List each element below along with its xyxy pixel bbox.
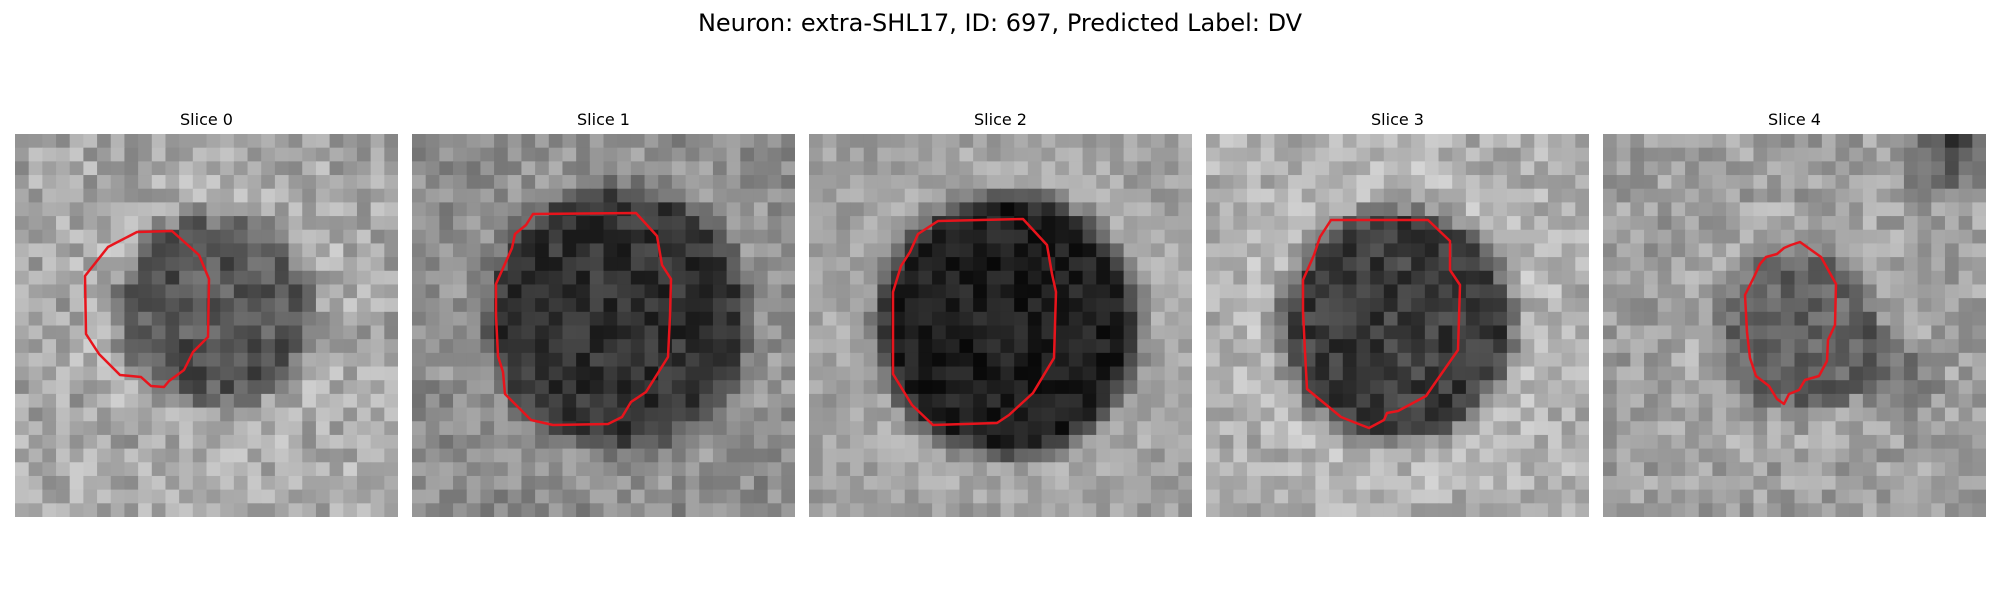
segmentation-contour-1: [494, 211, 673, 427]
slice-panel-4: Slice 4: [1603, 110, 1986, 517]
slice-title-0: Slice 0: [180, 110, 233, 129]
slice-pixels-4: [1603, 134, 1986, 517]
slice-image-2: [809, 134, 1192, 517]
slice-pixels-0: [15, 134, 398, 517]
segmentation-contour-3: [1301, 218, 1462, 430]
slice-image-1: [412, 134, 795, 517]
segmentation-contour-0: [83, 229, 211, 389]
slice-title-2: Slice 2: [974, 110, 1027, 129]
slice-image-3: [1206, 134, 1589, 517]
slice-title-1: Slice 1: [577, 110, 630, 129]
slice-panel-0: Slice 0: [15, 110, 398, 517]
slice-pixels-3: [1206, 134, 1589, 517]
slice-panel-1: Slice 1: [412, 110, 795, 517]
segmentation-contour-2: [891, 217, 1058, 427]
slice-pixels-1: [412, 134, 795, 517]
slice-image-0: [15, 134, 398, 517]
slice-title-4: Slice 4: [1768, 110, 1821, 129]
slice-image-4: [1603, 134, 1986, 517]
segmentation-contour-4: [1743, 240, 1838, 406]
figure-title: Neuron: extra-SHL17, ID: 697, Predicted …: [697, 9, 1303, 37]
slice-title-3: Slice 3: [1371, 110, 1424, 129]
slice-panel-2: Slice 2: [809, 110, 1192, 517]
slice-pixels-2: [809, 134, 1192, 517]
slice-panel-3: Slice 3: [1206, 110, 1589, 517]
